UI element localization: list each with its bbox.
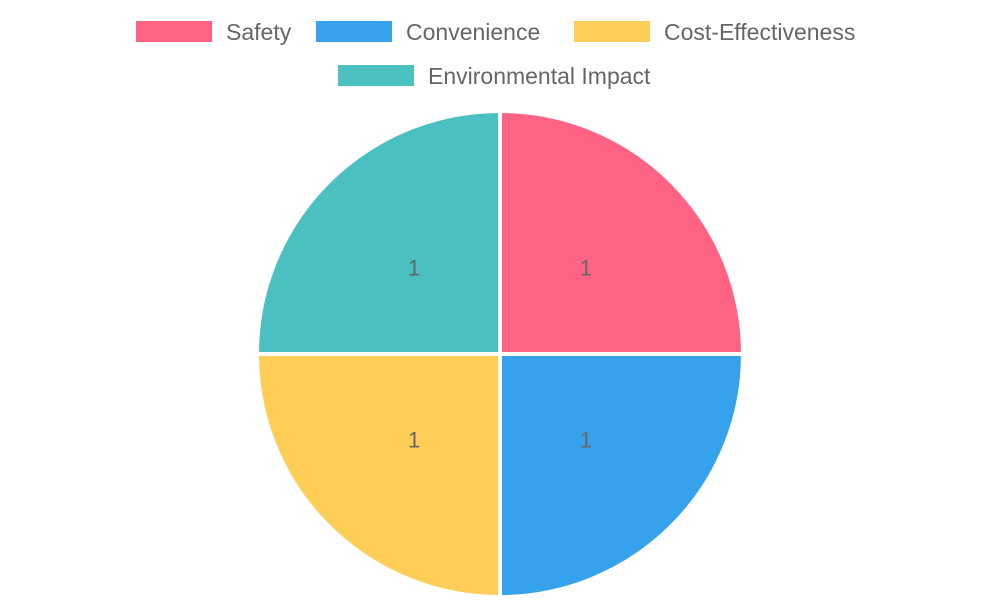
legend-item-safety[interactable]: Safety [136,19,292,45]
legend-item-convenience[interactable]: Convenience [316,19,540,45]
legend-swatch-convenience [316,21,392,42]
data-label-safety: 1 [580,256,592,281]
legend-item-cost-effectiveness[interactable]: Cost-Effectiveness [574,19,855,45]
pie-slice-cost-effectiveness[interactable] [255,352,502,599]
legend-label-environmental-impact: Environmental Impact [428,63,651,89]
data-label-environmental-impact: 1 [408,256,420,281]
legend-label-safety: Safety [226,19,292,45]
data-label-cost-effectiveness: 1 [408,427,420,452]
legend-swatch-safety [136,21,212,42]
legend-item-environmental-impact[interactable]: Environmental Impact [338,63,651,89]
legend-swatch-environmental-impact [338,65,414,86]
legend-label-cost-effectiveness: Cost-Effectiveness [664,19,855,45]
legend-label-convenience: Convenience [406,19,540,45]
data-label-convenience: 1 [580,427,592,452]
pie-slices [255,109,745,599]
legend-swatch-cost-effectiveness [574,21,650,42]
pie-slice-environmental-impact[interactable] [255,109,502,356]
pie-slice-convenience[interactable] [498,352,745,599]
pie-slice-safety[interactable] [498,109,745,356]
legend: Safety Convenience Cost-Effectiveness Envir… [136,19,855,89]
data-labels: 1 1 1 1 [408,256,592,453]
